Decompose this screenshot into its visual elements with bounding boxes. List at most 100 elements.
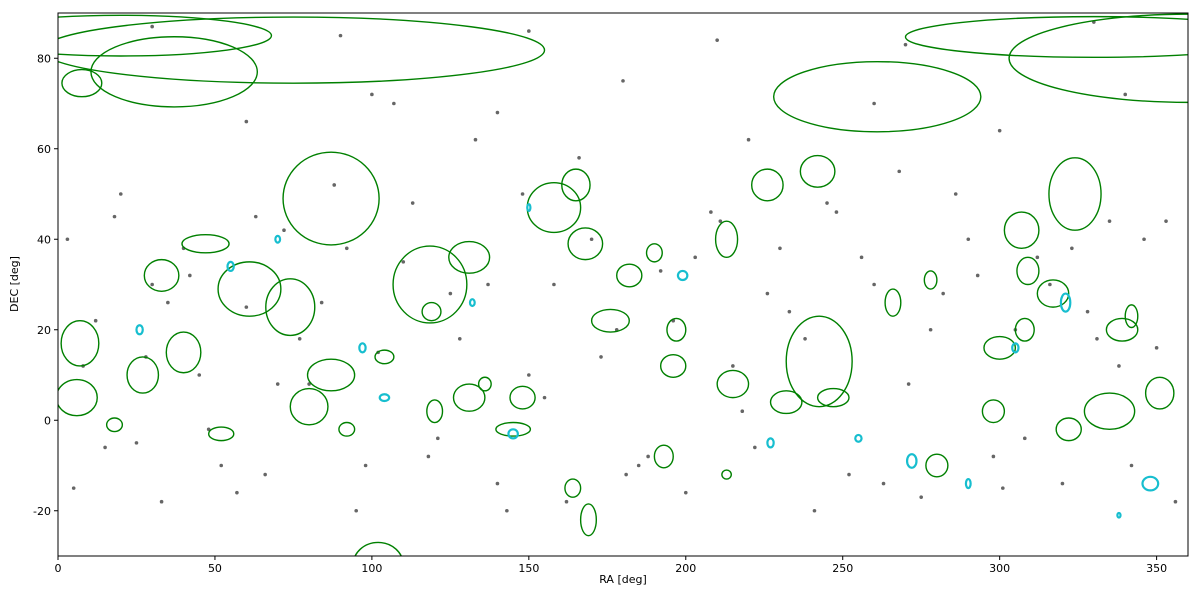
point	[564, 499, 569, 504]
ellipse	[923, 270, 938, 290]
ellipse	[274, 234, 282, 244]
ellipse	[799, 154, 836, 188]
point	[103, 445, 107, 450]
point	[1164, 219, 1168, 223]
point	[765, 291, 770, 296]
ellipse	[981, 399, 1006, 424]
point	[150, 282, 154, 287]
ellipse	[964, 477, 972, 490]
ellipse	[1008, 13, 1188, 104]
ellipse	[721, 469, 732, 480]
ellipse	[714, 220, 739, 259]
ellipse	[579, 503, 598, 537]
ellipse	[716, 369, 750, 399]
ellipse	[1124, 304, 1139, 329]
ellipse	[616, 263, 643, 288]
x-tick-label: 250	[832, 562, 853, 575]
point	[975, 273, 980, 278]
ellipse	[90, 36, 259, 108]
ellipse	[905, 453, 918, 469]
ellipse	[358, 342, 367, 354]
y-tick-label: 0	[44, 414, 51, 427]
point	[709, 210, 713, 214]
ellipse	[58, 378, 98, 417]
point	[991, 454, 996, 459]
point	[150, 24, 154, 29]
point	[1154, 346, 1159, 350]
point	[93, 318, 98, 323]
ellipse	[495, 421, 532, 437]
point	[1095, 337, 1099, 341]
point	[282, 228, 286, 232]
ellipse	[338, 421, 356, 437]
x-tick-label: 300	[989, 562, 1010, 575]
point	[65, 237, 70, 242]
ellipse	[1083, 392, 1136, 431]
point	[118, 192, 123, 196]
point	[1142, 237, 1146, 242]
point	[1123, 92, 1128, 97]
point	[495, 110, 500, 115]
point	[1085, 309, 1090, 314]
point	[834, 210, 839, 214]
point	[683, 490, 688, 495]
ellipse	[126, 356, 160, 394]
x-tick-label: 150	[518, 562, 539, 575]
point	[693, 255, 697, 260]
point	[621, 79, 625, 83]
ellipse	[983, 335, 1017, 360]
point	[159, 499, 164, 504]
point	[235, 490, 239, 495]
ellipse	[1105, 317, 1139, 342]
ellipse	[1014, 317, 1035, 342]
point	[966, 237, 971, 242]
point	[1048, 282, 1052, 287]
ellipse	[509, 385, 536, 410]
ellipse	[61, 68, 103, 98]
point	[275, 382, 280, 386]
ellipse	[1036, 279, 1070, 308]
point	[1001, 486, 1005, 490]
point	[1060, 481, 1065, 486]
point	[505, 508, 509, 513]
axes-frame	[57, 12, 1189, 557]
ellipse	[378, 393, 391, 403]
ellipse	[282, 151, 380, 246]
point	[542, 395, 547, 400]
point	[928, 327, 933, 332]
ellipse	[645, 243, 663, 263]
point	[740, 409, 745, 414]
ellipse	[421, 301, 442, 322]
point	[903, 42, 908, 47]
ellipse	[561, 168, 591, 202]
x-tick-label: 350	[1146, 562, 1167, 575]
ellipse	[659, 353, 687, 378]
ellipse	[135, 324, 144, 336]
ellipse	[526, 181, 582, 234]
y-tick-label: 40	[37, 233, 51, 246]
ellipse	[666, 317, 687, 342]
point	[872, 282, 876, 287]
point	[859, 255, 864, 260]
ellipse	[1003, 211, 1040, 249]
ellipse	[217, 261, 282, 317]
ellipse	[507, 428, 519, 440]
point	[370, 92, 374, 97]
point	[486, 282, 490, 287]
point	[803, 337, 807, 341]
point	[718, 219, 723, 223]
ellipse	[564, 478, 582, 498]
point	[715, 38, 719, 42]
ellipse	[468, 298, 476, 308]
ellipse	[785, 315, 853, 408]
x-tick-label: 100	[361, 562, 382, 575]
ellipse	[105, 417, 124, 433]
y-tick-label: -20	[33, 505, 51, 518]
ellipse	[1141, 475, 1160, 492]
x-axis-label: RA [deg]	[599, 573, 647, 586]
point	[658, 269, 663, 273]
point	[636, 463, 641, 468]
ellipse	[1055, 417, 1082, 442]
ellipse	[816, 387, 850, 408]
